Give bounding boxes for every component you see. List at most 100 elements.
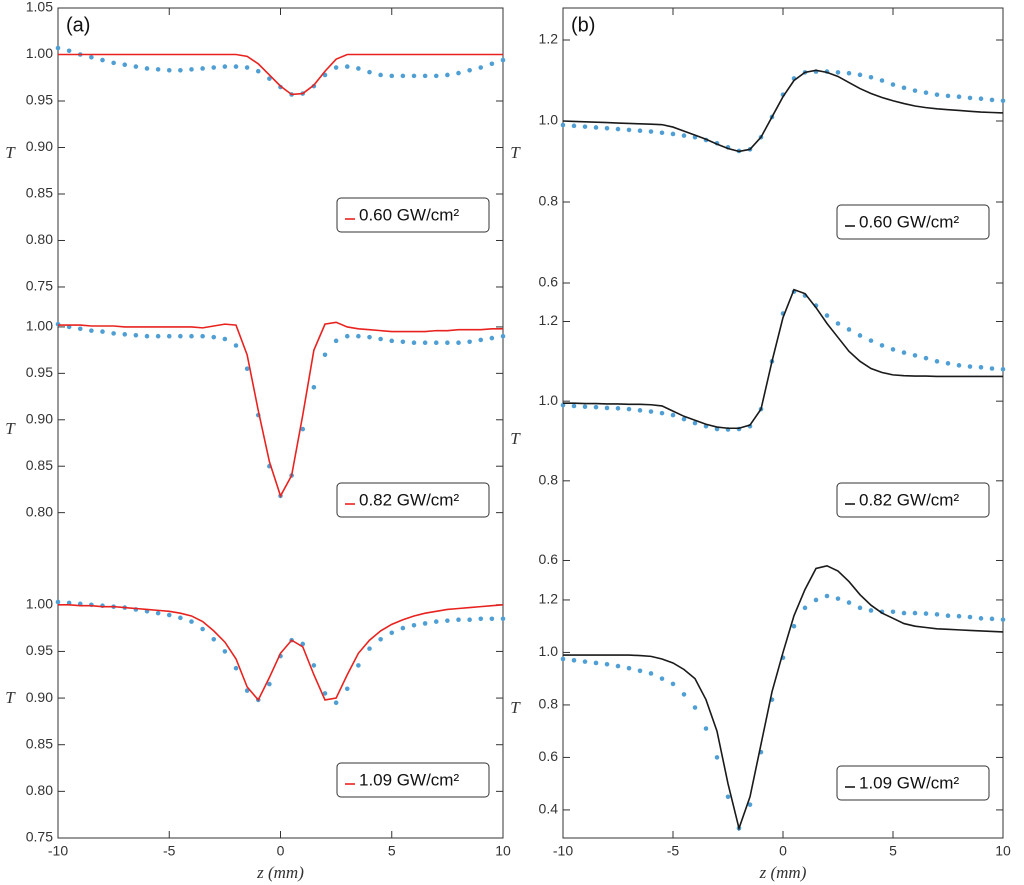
legend-label: 0.82 GW/cm²	[859, 490, 959, 509]
data-point	[890, 609, 896, 615]
data-point	[189, 619, 194, 624]
y-tick-label: 0.90	[26, 689, 53, 705]
data-point	[433, 340, 439, 346]
y-axis-label: T	[5, 143, 16, 162]
data-point	[615, 663, 621, 669]
data-point	[945, 361, 951, 366]
y-tick-label: 0.95	[26, 364, 53, 380]
data-point	[222, 649, 228, 654]
data-point	[714, 755, 720, 760]
data-point	[400, 339, 406, 345]
data-point	[211, 334, 217, 340]
data-point	[890, 347, 896, 352]
data-point	[422, 621, 428, 626]
data-point	[571, 123, 577, 129]
panel-label: (a)	[66, 14, 90, 36]
data-point	[989, 616, 995, 622]
data-point	[389, 338, 395, 344]
data-point	[912, 88, 918, 93]
data-point	[615, 126, 621, 132]
data-point	[747, 802, 753, 807]
data-point	[111, 331, 116, 336]
data-point	[311, 663, 317, 668]
y-tick-label: 1.2	[539, 31, 559, 47]
data-point	[571, 403, 577, 409]
data-point	[846, 70, 852, 76]
y-tick-label: 1.2	[539, 312, 559, 328]
data-point	[868, 608, 874, 613]
data-point	[222, 64, 228, 69]
y-tick-label: 1.0	[539, 112, 559, 128]
legend-label: 1.09 GW/cm²	[359, 770, 459, 789]
data-point	[923, 90, 929, 95]
data-point	[967, 364, 973, 369]
data-point	[467, 617, 472, 623]
data-point	[802, 605, 808, 611]
data-point	[222, 336, 228, 342]
y-tick-label: 0.75	[26, 829, 53, 845]
data-point	[100, 329, 105, 334]
data-point	[456, 70, 461, 76]
data-point	[648, 409, 654, 414]
y-axis-label: T	[510, 143, 521, 162]
data-point	[367, 69, 372, 75]
data-point	[478, 337, 484, 343]
data-point	[233, 665, 239, 671]
data-point	[489, 61, 495, 67]
data-point	[912, 353, 918, 358]
data-point	[824, 593, 830, 599]
data-point	[211, 65, 217, 70]
y-axis-label: T	[510, 698, 521, 717]
legend-box	[336, 197, 490, 233]
data-point	[322, 352, 328, 358]
data-point	[582, 404, 588, 410]
data-point	[813, 597, 819, 603]
data-point	[300, 426, 306, 432]
data-point	[593, 660, 599, 666]
data-point	[144, 66, 150, 71]
data-point	[89, 54, 94, 60]
data-point	[166, 612, 172, 618]
data-point	[593, 125, 599, 130]
y-tick-label: 0.90	[26, 138, 53, 154]
frame	[57, 7, 504, 839]
data-point	[989, 366, 995, 371]
data-point	[637, 668, 643, 674]
data-point	[178, 615, 183, 621]
data-point	[593, 404, 599, 410]
x-tick-label: 0	[779, 843, 787, 859]
data-point	[489, 335, 495, 341]
legend-box	[336, 482, 490, 518]
data-point	[857, 72, 863, 78]
data-point	[582, 659, 588, 664]
data-point	[659, 130, 665, 136]
data-point	[178, 68, 183, 73]
data-point	[890, 82, 896, 87]
y-tick-label: 1.2	[539, 591, 559, 607]
data-point	[367, 334, 372, 340]
data-point	[467, 68, 472, 73]
x-tick-label: 0	[277, 843, 285, 859]
y-tick-label: 1.0	[539, 392, 559, 408]
y-tick-label: 0.75	[26, 278, 53, 294]
data-point	[560, 402, 566, 408]
x-tick-label: 5	[388, 843, 396, 859]
data-point	[411, 73, 417, 79]
data-point	[868, 338, 874, 343]
data-point	[879, 78, 885, 83]
data-point	[500, 57, 506, 63]
data-point	[934, 612, 940, 617]
data-point	[89, 328, 94, 333]
data-point	[155, 610, 161, 616]
data-point	[967, 614, 973, 620]
data-point	[912, 610, 918, 616]
data-point	[200, 66, 205, 71]
data-point	[934, 92, 940, 97]
data-point	[166, 68, 172, 73]
data-point	[244, 366, 250, 372]
data-point	[344, 686, 350, 692]
x-tick-label: -5	[667, 843, 680, 859]
fit-line	[563, 288, 1003, 430]
y-tick-label: 0.6	[539, 551, 559, 567]
